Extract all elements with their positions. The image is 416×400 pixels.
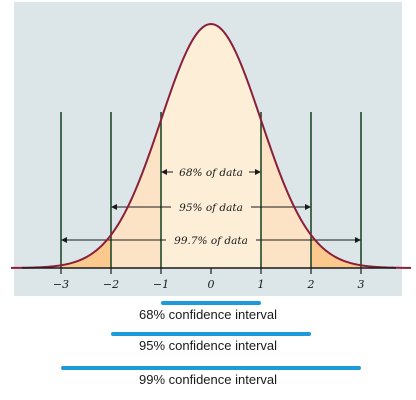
x-tick-label: −2 (103, 278, 119, 291)
interval-label: 68% confidence interval (138, 307, 278, 322)
x-tick-label: −1 (153, 278, 169, 291)
annotation-label: 68% of data (179, 167, 243, 179)
shaded-region-3 (61, 234, 111, 268)
x-tick-label: 1 (258, 278, 265, 291)
interval-bar (161, 301, 261, 305)
shaded-region-0 (161, 24, 261, 268)
x-axis: −3 −2 −1 0 1 2 3 (22, 267, 396, 291)
curve-layer (10, 22, 412, 269)
shaded-region-4 (311, 234, 361, 268)
annotation-label: 99.7% of data (174, 235, 248, 247)
annotations: 68% of data 95% of data 99.7% of data (61, 167, 361, 247)
annotation-label: 95% of data (179, 202, 243, 214)
x-tick-label: −3 (53, 278, 69, 291)
sigma-lines (60, 112, 362, 268)
normal-distribution-chart: 68% of data 95% of data 99.7% of data −3 −2… (10, 2, 412, 296)
x-tick-label: 2 (307, 278, 315, 291)
normal-curve (10, 22, 412, 269)
x-tick-label: 3 (358, 278, 365, 291)
interval-label: 99% confidence interval (138, 372, 278, 387)
interval-label: 95% confidence interval (138, 338, 278, 353)
interval-bar (111, 332, 311, 336)
interval-bar (61, 366, 361, 370)
x-tick-label: 0 (208, 278, 215, 291)
